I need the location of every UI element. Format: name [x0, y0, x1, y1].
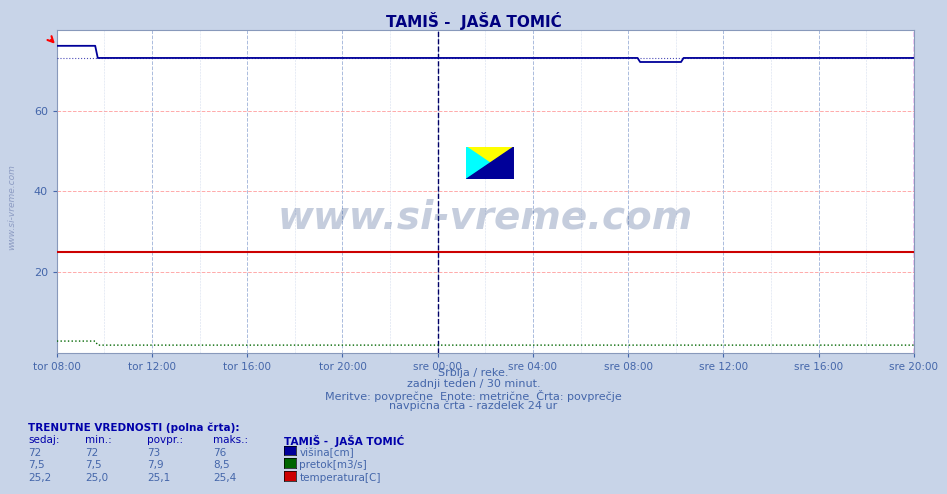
Text: min.:: min.: — [85, 435, 112, 445]
Text: www.si-vreme.com: www.si-vreme.com — [7, 165, 16, 250]
Text: TAMIŠ -  JAŠA TOMIĆ: TAMIŠ - JAŠA TOMIĆ — [385, 12, 562, 30]
Text: 8,5: 8,5 — [213, 460, 230, 470]
Text: 72: 72 — [85, 448, 98, 457]
Text: TRENUTNE VREDNOSTI (polna črta):: TRENUTNE VREDNOSTI (polna črta): — [28, 422, 240, 433]
Text: 25,1: 25,1 — [147, 473, 170, 483]
Text: višina[cm]: višina[cm] — [299, 448, 354, 458]
Text: maks.:: maks.: — [213, 435, 248, 445]
Text: zadnji teden / 30 minut.: zadnji teden / 30 minut. — [406, 379, 541, 389]
Text: 25,0: 25,0 — [85, 473, 108, 483]
Text: navpična črta - razdelek 24 ur: navpična črta - razdelek 24 ur — [389, 401, 558, 411]
Text: 7,5: 7,5 — [28, 460, 45, 470]
Text: povpr.:: povpr.: — [147, 435, 183, 445]
Text: www.si-vreme.com: www.si-vreme.com — [277, 198, 693, 236]
Polygon shape — [466, 147, 514, 179]
Text: 25,4: 25,4 — [213, 473, 237, 483]
Text: 25,2: 25,2 — [28, 473, 52, 483]
Text: 76: 76 — [213, 448, 226, 457]
Text: 7,5: 7,5 — [85, 460, 102, 470]
Text: 73: 73 — [147, 448, 160, 457]
Polygon shape — [466, 147, 514, 179]
Text: 7,9: 7,9 — [147, 460, 164, 470]
Polygon shape — [466, 147, 514, 179]
Text: TAMIŠ -  JAŠA TOMIĆ: TAMIŠ - JAŠA TOMIĆ — [284, 435, 404, 447]
Text: sedaj:: sedaj: — [28, 435, 60, 445]
Text: temperatura[C]: temperatura[C] — [299, 473, 381, 483]
Text: 72: 72 — [28, 448, 42, 457]
Text: Srbija / reke.: Srbija / reke. — [438, 368, 509, 378]
Text: Meritve: povprečne  Enote: metrične  Črta: povprečje: Meritve: povprečne Enote: metrične Črta:… — [325, 390, 622, 402]
Text: pretok[m3/s]: pretok[m3/s] — [299, 460, 367, 470]
